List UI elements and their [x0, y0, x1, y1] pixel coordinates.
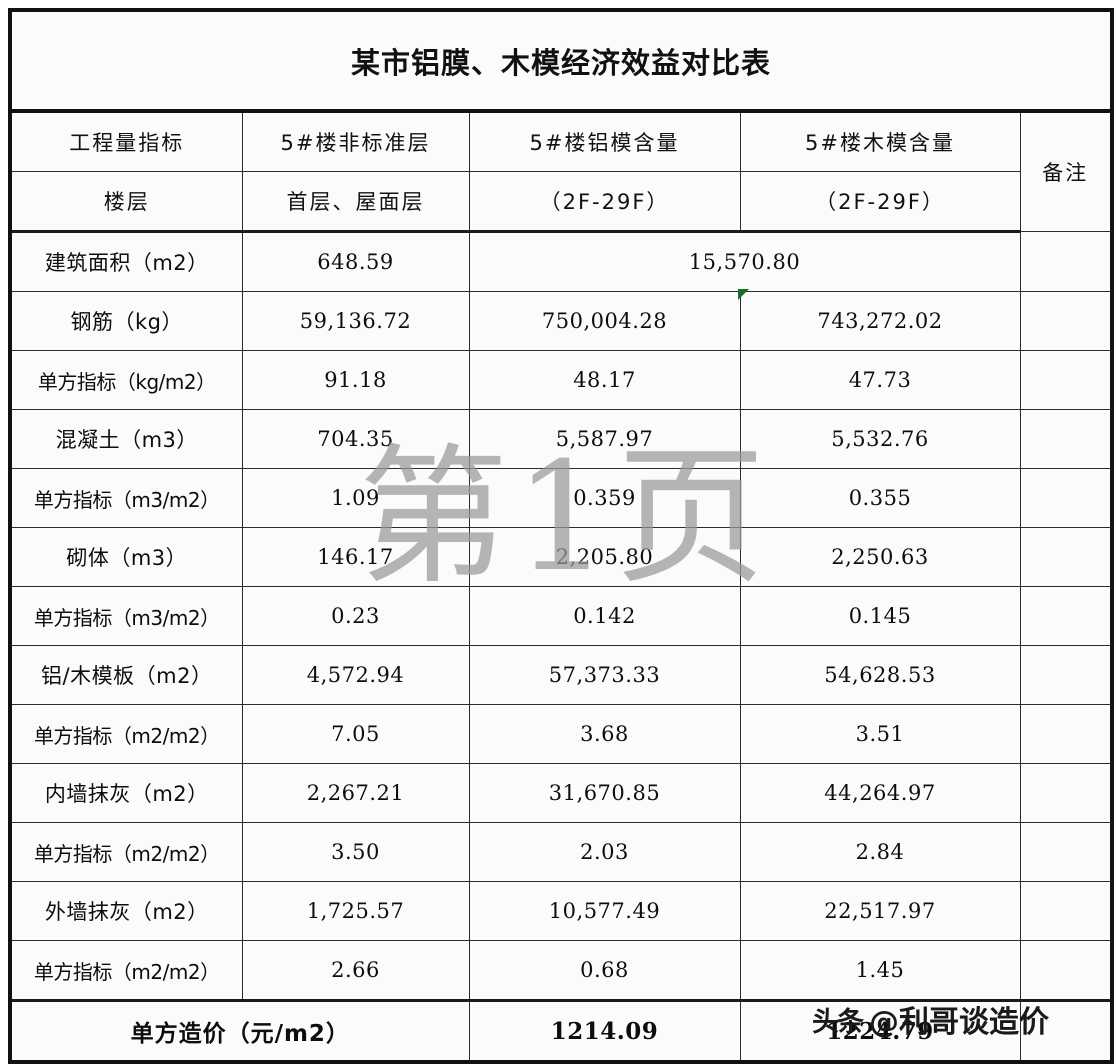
cell-wood-value: 44,264.97	[739, 763, 1021, 823]
cell-nonstandard-value: 704.35	[241, 409, 470, 469]
cell-wood-value: 0.355	[739, 468, 1021, 528]
header-aluminum: 5#楼铝模含量	[468, 110, 741, 172]
table-row: 单方指标（m3/m2） 1.09 0.359 0.355	[9, 468, 1113, 528]
row-label: 单方指标（kg/m2）	[9, 350, 243, 410]
cell-remark	[1019, 468, 1113, 528]
cell-nonstandard-value: 59,136.72	[241, 291, 470, 351]
table-row: 单方指标（kg/m2） 91.18 48.17 47.73	[9, 350, 1113, 410]
cell-remark	[1019, 645, 1113, 705]
cell-remark	[1019, 704, 1113, 764]
table-row: 单方指标（m2/m2） 3.50 2.03 2.84	[9, 822, 1113, 882]
cell-aluminum-value: 48.17	[468, 350, 741, 410]
row-label: 单方指标（m3/m2）	[9, 468, 243, 528]
cell-nonstandard-value: 2.66	[241, 940, 470, 1001]
header-remark: 备注	[1019, 110, 1113, 232]
cell-nonstandard-value: 3.50	[241, 822, 470, 882]
cell-aluminum-value: 750,004.28	[468, 291, 741, 351]
cell-remark	[1019, 409, 1113, 469]
row-label: 单方指标（m2/m2）	[9, 822, 243, 882]
total-aluminum-value: 1214.09	[468, 999, 741, 1063]
cell-remark	[1019, 291, 1113, 351]
row-label: 外墙抹灰（m2）	[9, 881, 243, 941]
cell-aluminum-value: 15,570.80	[468, 231, 1021, 292]
table-row: 内墙抹灰（m2） 2,267.21 31,670.85 44,264.97	[9, 763, 1113, 823]
cell-nonstandard-value: 2,267.21	[241, 763, 470, 823]
header-floor-aluminum: （2F-29F）	[468, 171, 741, 233]
cell-wood-value: 54,628.53	[739, 645, 1021, 705]
cell-remark	[1019, 881, 1113, 941]
table-row: 建筑面积（m2） 648.59 15,570.80	[9, 231, 1113, 292]
page-title: 某市铝膜、木模经济效益对比表	[9, 9, 1113, 113]
cell-nonstandard-value: 146.17	[241, 527, 470, 587]
cell-remark	[1019, 527, 1113, 587]
cell-aluminum-value: 2.03	[468, 822, 741, 882]
row-label: 单方指标（m2/m2）	[9, 940, 243, 1001]
table-row: 单方指标（m2/m2） 2.66 0.68 1.45	[9, 940, 1113, 1001]
table-row: 单方指标（m3/m2） 0.23 0.142 0.145	[9, 586, 1113, 646]
total-label: 单方造价（元/m2）	[9, 999, 470, 1063]
row-label: 铝/木模板（m2）	[9, 645, 243, 705]
cell-aluminum-value: 3.68	[468, 704, 741, 764]
table-row: 外墙抹灰（m2） 1,725.57 10,577.49 22,517.97	[9, 881, 1113, 941]
cell-wood-value: 5,532.76	[739, 409, 1021, 469]
total-remark	[1019, 999, 1113, 1063]
cell-remark	[1019, 940, 1113, 1001]
cell-nonstandard-value: 91.18	[241, 350, 470, 410]
cell-nonstandard-value: 0.23	[241, 586, 470, 646]
cell-aluminum-value: 31,670.85	[468, 763, 741, 823]
cell-aluminum-value: 0.68	[468, 940, 741, 1001]
comparison-table: 某市铝膜、木模经济效益对比表 工程量指标 5#楼非标准层 5#楼铝模含量 5#楼…	[8, 8, 1115, 1064]
cell-wood-value: 22,517.97	[739, 881, 1021, 941]
header-wood: 5#楼木模含量	[739, 110, 1021, 172]
table-row: 铝/木模板（m2） 4,572.94 57,373.33 54,628.53	[9, 645, 1113, 705]
cell-nonstandard-value: 1,725.57	[241, 881, 470, 941]
cell-wood-value: 3.51	[739, 704, 1021, 764]
total-wood-value: 1224.79	[739, 999, 1021, 1063]
cell-remark	[1019, 822, 1113, 882]
row-label: 单方指标（m2/m2）	[9, 704, 243, 764]
cell-aluminum-value: 0.142	[468, 586, 741, 646]
cell-wood-value: 2.84	[739, 822, 1021, 882]
header-nonstandard: 5#楼非标准层	[241, 110, 470, 172]
cell-aluminum-value: 0.359	[468, 468, 741, 528]
cell-remark	[1019, 586, 1113, 646]
cell-wood-value: 743,272.02	[739, 291, 1021, 351]
table-row: 砌体（m3） 146.17 2,205.80 2,250.63	[9, 527, 1113, 587]
row-label: 钢筋（kg）	[9, 291, 243, 351]
cell-wood-value: 2,250.63	[739, 527, 1021, 587]
header-floor-wood: （2F-29F）	[739, 171, 1021, 233]
table-row: 单方指标（m2/m2） 7.05 3.68 3.51	[9, 704, 1113, 764]
cell-nonstandard-value: 1.09	[241, 468, 470, 528]
cell-nonstandard-value: 648.59	[241, 231, 470, 292]
header-floor-nonstd: 首层、屋面层	[241, 171, 470, 233]
cell-nonstandard-value: 7.05	[241, 704, 470, 764]
table-total-row: 单方造价（元/m2） 1214.09 1224.79	[9, 999, 1113, 1063]
table-title-row: 某市铝膜、木模经济效益对比表	[9, 9, 1113, 113]
cell-aluminum-value: 2,205.80	[468, 527, 741, 587]
table-row: 混凝土（m3） 704.35 5,587.97 5,532.76	[9, 409, 1113, 469]
header-row-primary: 工程量指标 5#楼非标准层 5#楼铝模含量 5#楼木模含量 备注	[9, 110, 1113, 232]
cell-remark	[1019, 350, 1113, 410]
cell-aluminum-value: 5,587.97	[468, 409, 741, 469]
table-row: 钢筋（kg） 59,136.72 750,004.28 743,272.02	[9, 291, 1113, 351]
cell-aluminum-value: 57,373.33	[468, 645, 741, 705]
cell-aluminum-value: 10,577.49	[468, 881, 741, 941]
cell-remark	[1019, 763, 1113, 823]
header-floor-label: 楼层	[9, 171, 243, 233]
row-label: 混凝土（m3）	[9, 409, 243, 469]
cell-nonstandard-value: 4,572.94	[241, 645, 470, 705]
table-body: 某市铝膜、木模经济效益对比表 工程量指标 5#楼非标准层 5#楼铝模含量 5#楼…	[9, 9, 1113, 1063]
cell-remark	[1019, 231, 1113, 292]
header-row-secondary: 楼层 首层、屋面层 （2F-29F） （2F-29F）	[9, 171, 1112, 233]
header-metric: 工程量指标	[9, 110, 243, 172]
cell-wood-value: 0.145	[739, 586, 1021, 646]
cell-wood-value: 1.45	[739, 940, 1021, 1001]
row-label: 砌体（m3）	[9, 527, 243, 587]
row-label: 建筑面积（m2）	[9, 231, 243, 292]
row-label: 内墙抹灰（m2）	[9, 763, 243, 823]
cell-wood-value: 47.73	[739, 350, 1021, 410]
row-label: 单方指标（m3/m2）	[9, 586, 243, 646]
